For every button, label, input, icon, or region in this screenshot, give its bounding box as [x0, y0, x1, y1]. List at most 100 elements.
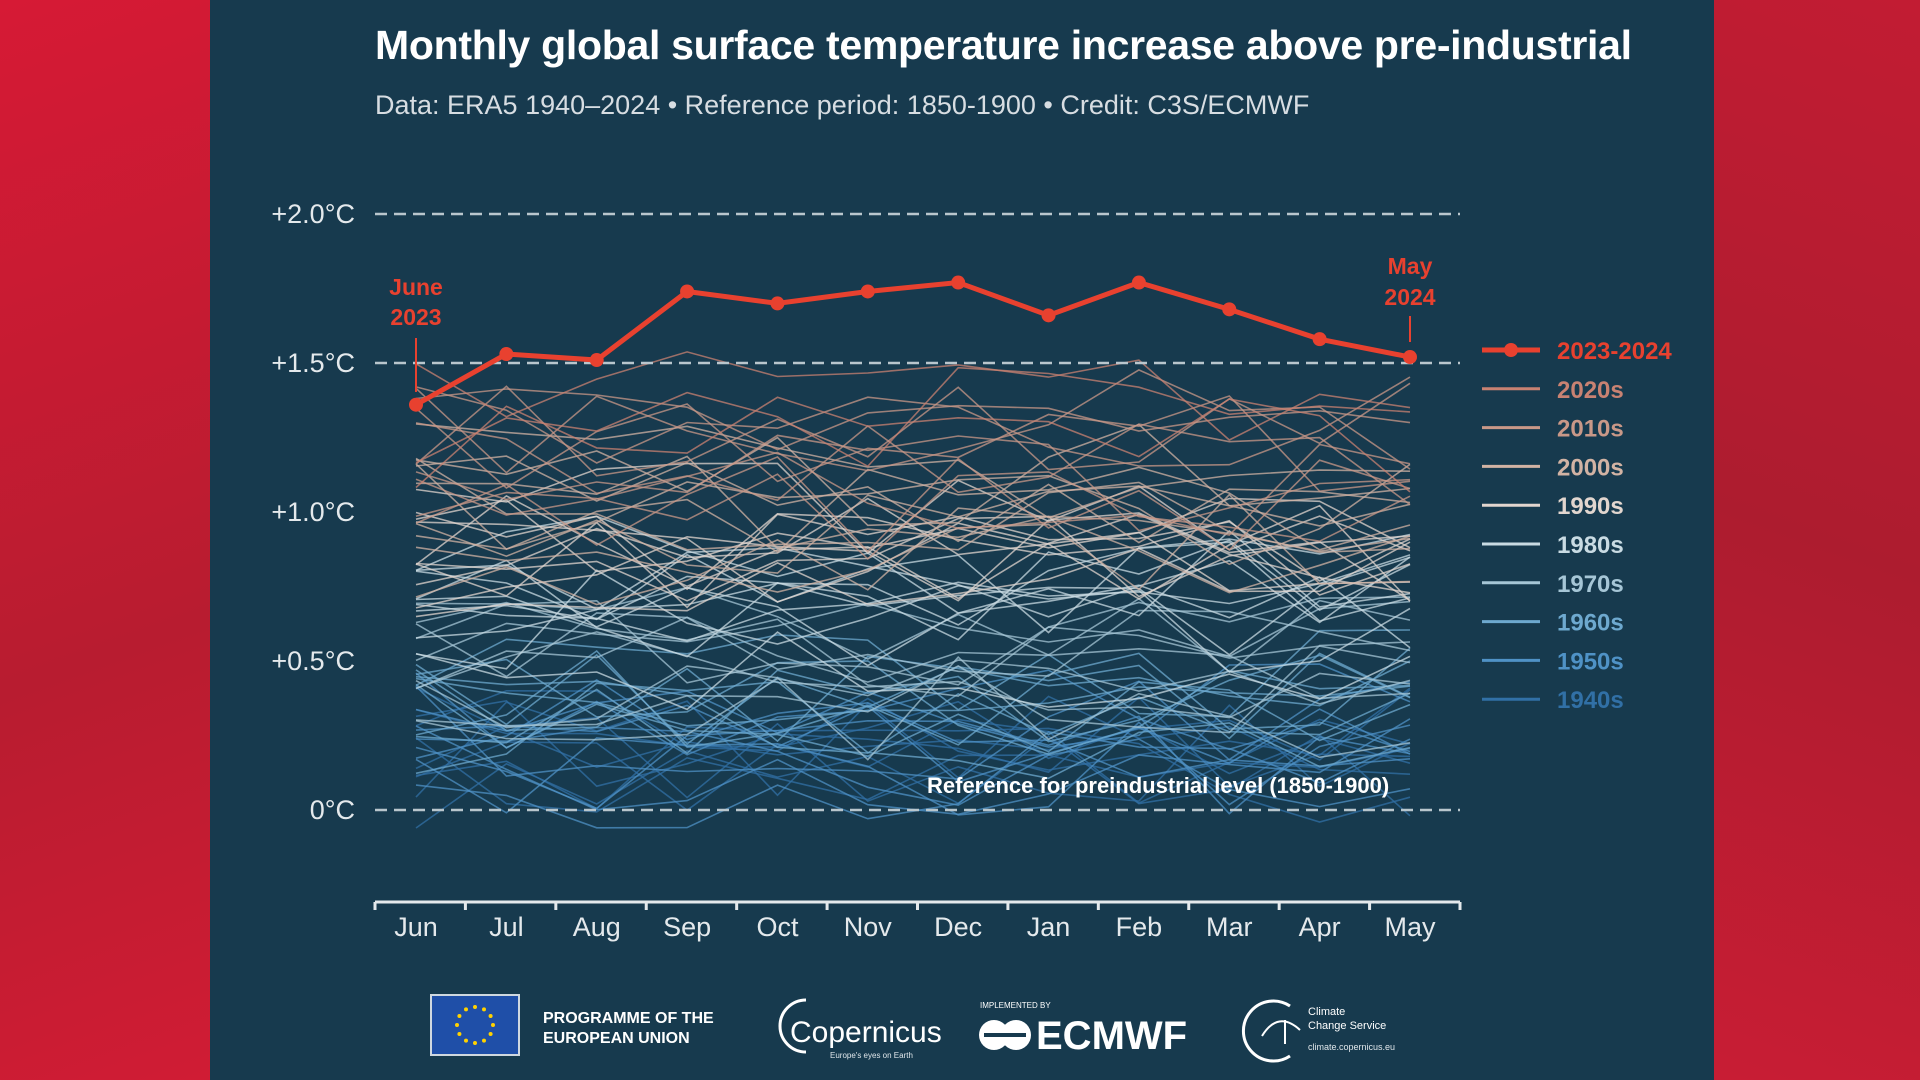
gridlines	[375, 212, 1460, 812]
highlight-point-Jan	[1041, 308, 1056, 323]
historical-line-1979	[415, 631, 1411, 719]
historical-line-1948	[415, 733, 1411, 829]
eu-star-icon	[457, 1014, 462, 1018]
eu-star-icon	[464, 1038, 468, 1043]
highlight-point-Aug	[589, 353, 604, 368]
eu-star-icon	[473, 1005, 477, 1009]
historical-line-1951	[415, 726, 1411, 808]
historical-line-1980	[415, 631, 1411, 711]
highlight-point-Jun	[409, 397, 423, 412]
historical-line-1988	[415, 533, 1411, 634]
eu-star-icon	[455, 1023, 459, 1027]
x-tick-label: Jan	[1027, 912, 1071, 942]
y-tick-label: +1.5°C	[271, 348, 355, 378]
eu-star-icon	[482, 1007, 486, 1012]
historical-line-2021	[415, 366, 1411, 468]
x-tick-label: Jul	[489, 912, 524, 942]
highlight-series-2023-2024	[409, 275, 1417, 412]
highlight-point-Jul	[499, 347, 514, 362]
ecmwf-logo: IMPLEMENTED BY ECMWF	[979, 1001, 1187, 1058]
highlight-point-Mar	[1222, 302, 1237, 317]
legend-label-2020s: 2020s	[1557, 377, 1624, 404]
copernicus-arc-icon	[778, 998, 807, 1054]
c3s-thermometer-icon	[1261, 1020, 1301, 1037]
y-tick-label: +2.0°C	[271, 199, 355, 229]
historical-line-2003	[415, 463, 1411, 553]
c3s-text-line2: Change Service	[1308, 1020, 1386, 1032]
c3s-arc-icon	[1241, 999, 1291, 1063]
historical-line-1949	[415, 695, 1411, 798]
x-tick-label: Jun	[394, 912, 438, 942]
copernicus-tagline: Europe's eyes on Earth	[830, 1051, 913, 1060]
copernicus-logo: Copernicus Europe's eyes on Earth	[778, 998, 942, 1060]
eu-text-line1: PROGRAMME OF THE	[543, 1010, 714, 1027]
historical-line-1994	[415, 541, 1411, 618]
legend-label-1940s: 1940s	[1557, 687, 1624, 714]
highlight-point-Nov	[860, 284, 875, 299]
left-background	[0, 0, 210, 1080]
x-tick-label: Aug	[573, 912, 621, 942]
annotation-end-line2: 2024	[1384, 284, 1435, 310]
y-axis-labels: +2.0°C +1.5°C +1.0°C +0.5°C 0°C	[271, 199, 355, 825]
ecmwf-symbol-icon	[979, 1020, 1031, 1050]
historical-line-2010	[415, 471, 1411, 560]
historical-lines	[415, 351, 1411, 829]
legend-label-2010s: 2010s	[1557, 416, 1624, 443]
x-tick-label: Dec	[934, 912, 982, 942]
historical-line-2016	[415, 388, 1411, 451]
right-background	[1714, 0, 1920, 1080]
historical-line-2013	[415, 443, 1411, 536]
historical-line-1975	[415, 586, 1411, 673]
ecmwf-implemented-by: IMPLEMENTED BY	[980, 1001, 1051, 1010]
x-tick-label: Nov	[844, 912, 893, 942]
historical-line-1968	[415, 629, 1411, 718]
eu-flag-icon	[430, 994, 520, 1056]
historical-line-1969	[415, 680, 1411, 780]
x-tick-label: Mar	[1206, 912, 1253, 942]
historical-line-1960	[415, 677, 1411, 727]
historical-line-1999	[415, 515, 1411, 602]
historical-line-1964	[415, 647, 1411, 748]
historical-line-2011	[415, 455, 1411, 553]
historical-line-1945	[415, 700, 1411, 775]
historical-line-2015	[415, 376, 1411, 467]
historical-line-1995	[415, 497, 1411, 573]
highlight-point-Feb	[1131, 275, 1146, 290]
historical-line-1950	[415, 721, 1411, 816]
y-tick-label: +1.0°C	[271, 497, 355, 527]
historical-line-1957	[415, 678, 1411, 779]
highlight-point-Dec	[951, 275, 966, 290]
highlight-point-Apr	[1312, 332, 1327, 347]
historical-line-1970	[415, 659, 1411, 741]
legend: 2023-2024 2020s 2010s 2000s 1990s 1980s 1970s 1…	[1482, 338, 1672, 714]
historical-line-2005	[415, 455, 1411, 544]
chart-title: Monthly global surface temperature incre…	[375, 22, 1632, 68]
y-tick-label: 0°C	[310, 795, 355, 825]
reference-annotation: Reference for preindustrial level (1850-…	[927, 773, 1389, 798]
legend-label-1950s: 1950s	[1557, 648, 1624, 675]
eu-star-icon	[482, 1038, 486, 1043]
eu-star-icon	[488, 1014, 493, 1018]
historical-line-1961	[415, 658, 1411, 756]
legend-label-2000s: 2000s	[1557, 454, 1624, 481]
y-tick-label: +0.5°C	[271, 646, 355, 676]
x-tick-label: Apr	[1299, 912, 1341, 942]
x-tick-label: Sep	[663, 912, 711, 942]
historical-line-1997	[415, 504, 1411, 603]
eu-star-icon	[473, 1041, 477, 1045]
historical-line-2008	[415, 423, 1411, 519]
c3s-text-line1: Climate	[1308, 1006, 1345, 1018]
eu-logo: PROGRAMME OF THE EUROPEAN UNION	[430, 994, 714, 1056]
eu-star-icon	[488, 1032, 493, 1036]
historical-line-1985	[415, 541, 1411, 626]
chart-subtitle: Data: ERA5 1940–2024 • Reference period:…	[375, 90, 1310, 120]
x-tick-label: May	[1384, 912, 1436, 942]
highlight-line	[414, 279, 1411, 407]
eu-star-icon	[457, 1032, 462, 1036]
highlight-point-Oct	[770, 296, 785, 311]
historical-line-1953	[415, 669, 1411, 756]
legend-marker	[1504, 343, 1518, 357]
historical-line-1981	[415, 576, 1411, 667]
historical-line-2018	[415, 368, 1411, 474]
